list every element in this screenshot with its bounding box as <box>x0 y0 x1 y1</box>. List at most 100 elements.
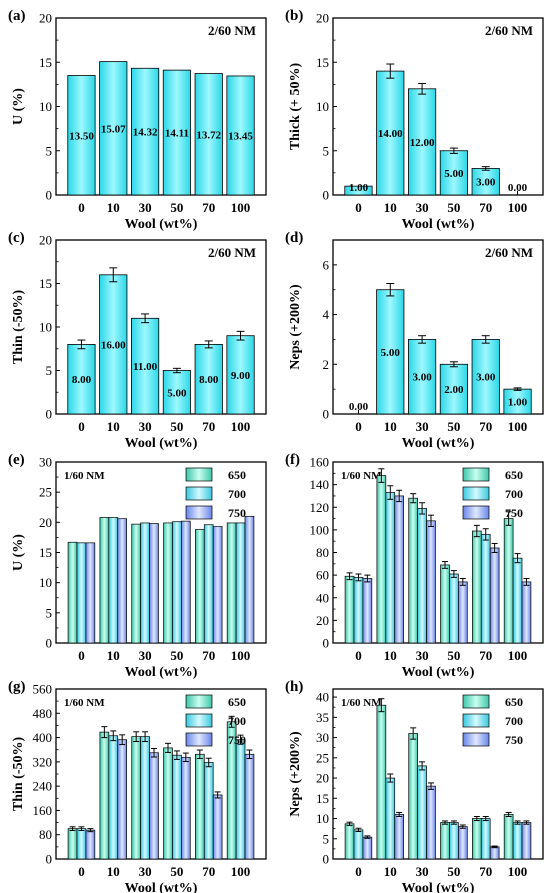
bar <box>472 818 482 860</box>
chart-panel: 0 2 4 6 0 10 30 50 70 100 Wool (wt%) Neps (+200%) (d… <box>285 230 544 451</box>
x-tick-label: 100 <box>508 200 528 215</box>
panel-annotation: 2/60 NM <box>208 245 256 260</box>
y-tick-label: 15 <box>316 55 329 70</box>
legend-label: 750 <box>505 733 523 747</box>
bar <box>353 577 364 644</box>
bar <box>344 185 373 196</box>
bar <box>149 523 159 644</box>
y-tick-label: 80 <box>39 827 52 842</box>
y-tick-label: 0 <box>323 852 330 867</box>
bar <box>212 794 223 860</box>
y-tick-label: 60 <box>316 568 329 583</box>
y-tick-label: 140 <box>310 477 330 492</box>
x-axis-title: Wool (wt%) <box>125 217 198 232</box>
bar <box>362 578 373 644</box>
y-tick-label: 25 <box>316 750 329 765</box>
bar <box>117 739 127 860</box>
bar-value-label: 12.00 <box>410 137 435 149</box>
bar <box>521 581 532 644</box>
x-tick-label: 100 <box>231 419 251 434</box>
bar-value-label: 0.00 <box>508 182 528 194</box>
y-tick-label: 40 <box>316 590 329 605</box>
bar-value-label: 9.00 <box>231 370 251 382</box>
legend-swatch <box>462 505 490 520</box>
y-tick-label: 6 <box>323 257 330 272</box>
bar <box>67 343 96 415</box>
bar-value-label: 14.11 <box>165 128 189 140</box>
y-tick-label: 20 <box>39 515 52 530</box>
y-tick-label: 80 <box>316 545 329 560</box>
bar <box>131 67 160 196</box>
chart-panel: 0 20 40 60 80 100 120 140 160 0 10 30 50 70 100 Wool (w… <box>285 452 544 680</box>
bar <box>181 756 191 860</box>
bar <box>99 517 110 644</box>
x-tick-label: 100 <box>231 864 251 879</box>
y-tick-label: 20 <box>39 233 52 248</box>
bar <box>226 522 237 644</box>
x-tick-label: 10 <box>107 419 120 434</box>
panel-annotation: 2/60 NM <box>485 23 533 38</box>
x-tick-label: 30 <box>416 419 429 434</box>
y-tick-label: 320 <box>33 754 53 769</box>
chart-panel: 0 5 10 15 20 0 10 30 50 70 100 Wool (wt%) Thick (+ 5… <box>285 8 544 232</box>
panel-annotation: 1/60 NM <box>64 470 105 482</box>
panel-label: (c) <box>8 230 25 246</box>
x-tick-label: 0 <box>78 864 85 879</box>
bar-value-label: 14.32 <box>133 127 158 139</box>
y-tick-label: 5 <box>46 143 53 158</box>
bar <box>99 731 110 860</box>
bar <box>163 522 173 644</box>
y-tick-label: 20 <box>316 11 329 26</box>
bar-value-label: 2.00 <box>444 384 464 396</box>
x-axis-title: Wool (wt%) <box>402 881 475 893</box>
bar <box>449 822 459 860</box>
bar <box>426 520 436 644</box>
y-tick-label: 20 <box>39 11 52 26</box>
x-tick-label: 10 <box>384 864 397 879</box>
legend-label: 750 <box>505 506 523 520</box>
bar-value-label: 11.00 <box>133 361 158 373</box>
y-tick-label: 0 <box>323 636 330 651</box>
x-tick-label: 10 <box>107 648 120 663</box>
bar <box>449 573 459 644</box>
y-tick-label: 10 <box>316 811 329 826</box>
legend-label: 700 <box>505 714 523 728</box>
x-tick-label: 100 <box>231 200 251 215</box>
bar-value-label: 5.00 <box>167 387 187 399</box>
bar <box>471 168 500 196</box>
plot-frame <box>332 239 544 415</box>
x-tick-label: 30 <box>416 200 429 215</box>
bar <box>162 69 191 196</box>
chart-panel: 0 5 10 15 20 25 30 0 10 30 50 70 100 Wool (wt%) U (%) (… <box>8 452 267 680</box>
bar-value-label: 13.45 <box>228 130 253 142</box>
bar <box>163 747 173 860</box>
y-tick-label: 5 <box>323 831 330 846</box>
x-tick-label: 0 <box>355 419 362 434</box>
bar <box>458 826 468 860</box>
y-tick-label: 5 <box>46 363 53 378</box>
x-tick-label: 50 <box>447 648 460 663</box>
y-tick-label: 10 <box>39 99 52 114</box>
x-tick-label: 100 <box>508 864 528 879</box>
x-tick-label: 100 <box>508 648 528 663</box>
bar <box>489 846 500 860</box>
y-tick-label: 35 <box>316 710 329 725</box>
y-tick-label: 40 <box>316 690 329 705</box>
x-tick-label: 0 <box>355 200 362 215</box>
bar <box>521 822 532 860</box>
bar <box>149 752 159 860</box>
bar <box>99 274 128 415</box>
bar <box>503 814 514 860</box>
legend-swatch <box>185 694 213 709</box>
x-tick-label: 70 <box>479 648 492 663</box>
y-tick-label: 0 <box>323 188 330 203</box>
x-tick-label: 100 <box>508 419 528 434</box>
bar-value-label: 8.00 <box>72 374 92 386</box>
bar <box>203 762 214 860</box>
x-tick-label: 10 <box>107 864 120 879</box>
bar-value-label: 8.00 <box>199 374 219 386</box>
x-tick-label: 100 <box>231 648 251 663</box>
panel-label: (g) <box>8 679 26 695</box>
legend-label: 750 <box>228 506 246 520</box>
y-tick-label: 240 <box>33 779 53 794</box>
